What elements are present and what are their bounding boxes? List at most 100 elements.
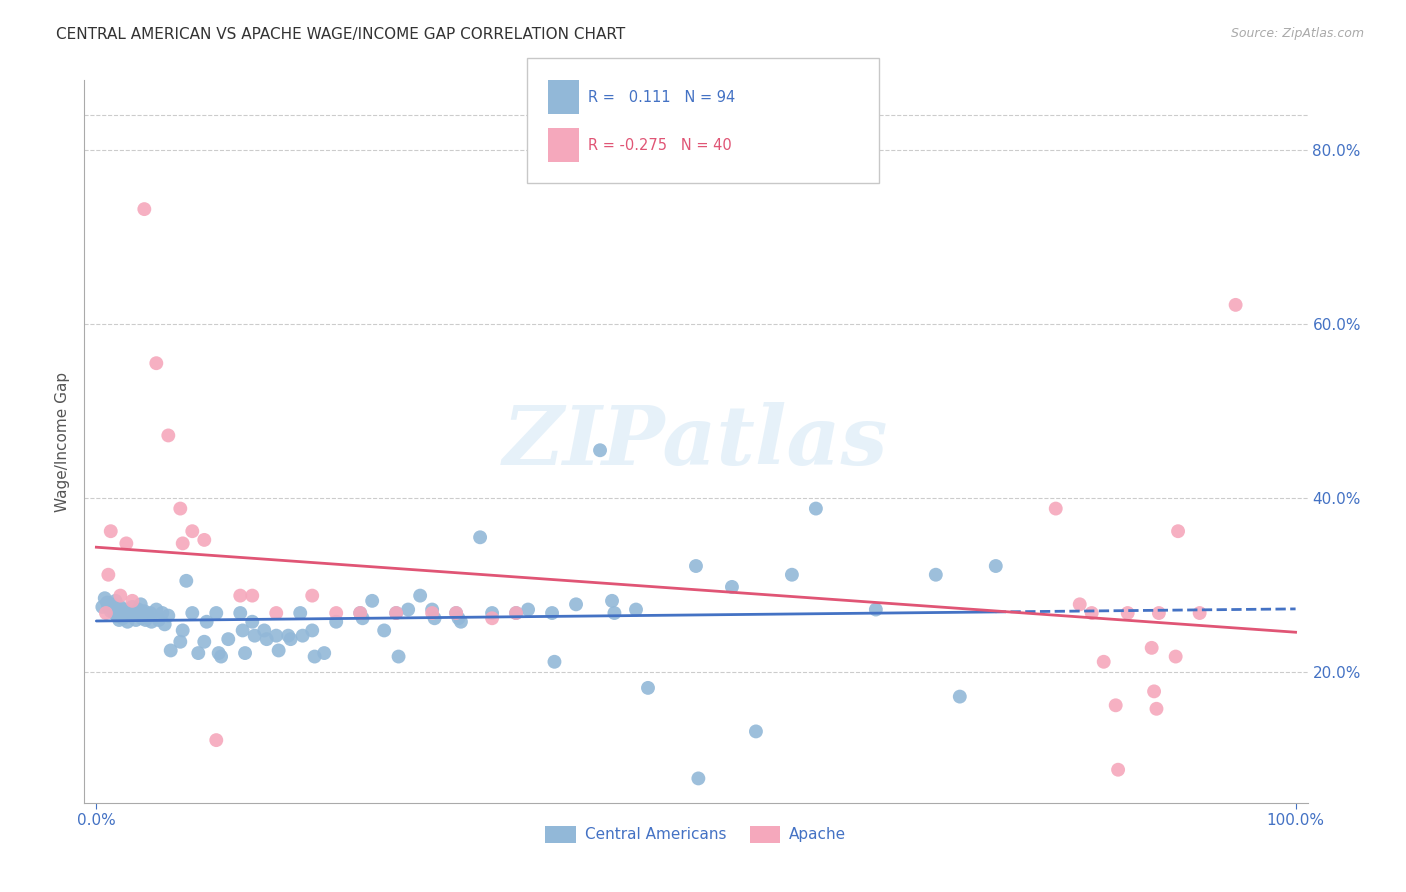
Point [685,559,707,574]
Point [134,202,156,216]
Point [110,599,132,614]
Point [118,608,141,623]
Point [101,602,124,616]
Point [256,632,278,647]
Point [984,559,1007,574]
Point [240,615,263,629]
Point [112,602,135,616]
Point [115,536,138,550]
Point [174,574,197,588]
Point [1167,524,1189,539]
Point [181,524,204,539]
Point [104,594,127,608]
Point [150,606,173,620]
Point [925,567,948,582]
Point [387,649,409,664]
Point [314,646,336,660]
Point [103,606,125,620]
Point [229,589,252,603]
Point [352,611,374,625]
Point [233,646,256,660]
Text: R =   0.111   N = 94: R = 0.111 N = 94 [588,90,735,104]
Point [135,613,157,627]
Point [93,591,117,606]
Point [157,608,180,623]
Point [169,634,191,648]
Point [105,608,128,623]
Point [1105,698,1128,713]
Point [195,615,218,629]
Point [1146,702,1168,716]
Point [290,606,312,620]
Text: ZIPatlas: ZIPatlas [503,401,889,482]
Point [603,606,626,620]
Point [110,606,132,620]
Point [1164,649,1187,664]
Point [181,606,204,620]
Point [127,602,149,616]
Point [1147,606,1170,620]
Point [129,597,152,611]
Point [253,624,276,638]
Point [1107,763,1129,777]
Point [117,615,139,629]
Point [240,589,263,603]
Point [205,733,228,747]
Point [139,606,162,620]
Point [187,646,209,660]
Point [517,602,540,616]
Point [423,611,446,625]
Point [481,611,503,625]
Point [688,772,710,786]
Point [243,629,266,643]
Point [277,629,299,643]
Point [209,649,232,664]
Point [208,646,231,660]
Point [637,681,659,695]
Point [125,613,148,627]
Point [91,599,114,614]
Point [565,597,588,611]
Point [172,536,194,550]
Point [97,567,120,582]
Point [804,501,827,516]
Point [780,567,803,582]
Point [148,613,170,627]
Point [325,606,347,620]
Point [949,690,972,704]
Point [264,629,287,643]
Point [94,606,117,620]
Point [172,624,194,638]
Point [136,608,159,623]
Point [385,606,408,620]
Point [291,629,314,643]
Point [301,624,323,638]
Point [145,356,167,370]
Point [420,606,443,620]
Point [396,602,419,616]
Point [543,655,565,669]
Point [721,580,744,594]
Text: Source: ZipAtlas.com: Source: ZipAtlas.com [1230,27,1364,40]
Point [420,602,443,616]
Point [444,606,467,620]
Point [505,606,527,620]
Point [361,594,384,608]
Point [1140,640,1163,655]
Point [121,599,143,614]
Point [1080,606,1102,620]
Point [745,724,768,739]
Point [100,604,122,618]
Point [145,602,167,616]
Point [385,606,408,620]
Point [373,624,395,638]
Point [108,613,131,627]
Point [193,634,215,648]
Point [107,604,129,618]
Text: CENTRAL AMERICAN VS APACHE WAGE/INCOME GAP CORRELATION CHART: CENTRAL AMERICAN VS APACHE WAGE/INCOME G… [56,27,626,42]
Point [121,594,143,608]
Point [205,606,228,620]
Point [101,597,124,611]
Text: R = -0.275   N = 40: R = -0.275 N = 40 [588,138,731,153]
Point [349,606,371,620]
